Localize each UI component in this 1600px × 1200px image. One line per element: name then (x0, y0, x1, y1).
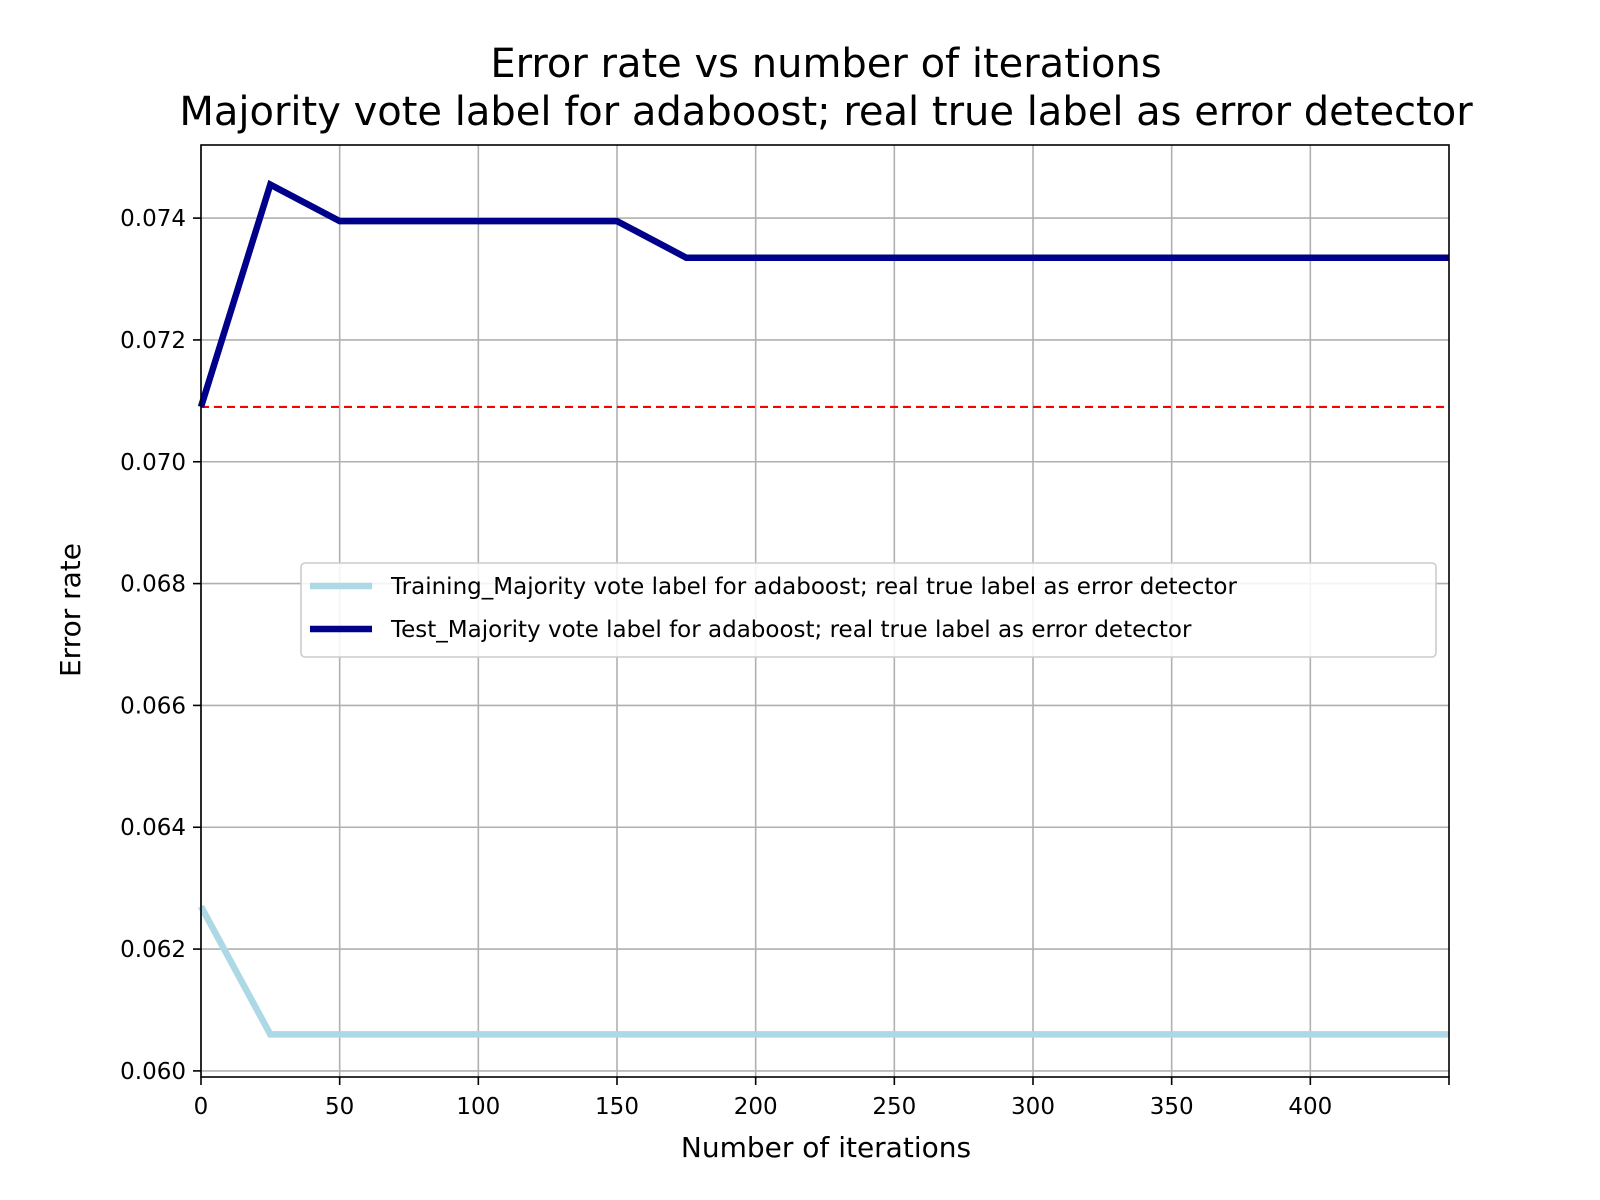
y-axis-label: Error rate (54, 543, 87, 677)
legend-label-1: Test_Majority vote label for adaboost; r… (390, 617, 1192, 643)
x-tick-label-0: 0 (194, 1094, 209, 1120)
y-axis-ticks: 0.060 0.062 0.064 0.066 0.068 0.070 0.072 0.074 (120, 206, 201, 1085)
chart-title-line-2: Majority vote label for adaboost; real t… (179, 89, 1473, 135)
legend-box (300, 562, 1437, 658)
legend: Training_Majority vote label for adaboos… (300, 562, 1437, 658)
x-axis-label: Number of iterations (681, 1131, 971, 1164)
x-tick-label-2: 100 (456, 1094, 500, 1120)
x-tick-label-1: 50 (325, 1094, 354, 1120)
y-tick-label-3: 0.066 (120, 693, 186, 719)
series-line-1 (197, 179, 1449, 408)
x-tick-label-3: 150 (595, 1094, 639, 1120)
x-tick-label-7: 350 (1150, 1094, 1194, 1120)
chart-title-line-1: Error rate vs number of iterations (490, 41, 1161, 87)
y-tick-label-2: 0.064 (120, 815, 186, 841)
x-axis-ticks: 0 50 100 150 200 250 300 350 400 (194, 1077, 1450, 1120)
y-tick-label-7: 0.074 (120, 206, 186, 232)
y-tick-label-1: 0.062 (120, 937, 186, 963)
x-tick-label-8: 400 (1288, 1094, 1332, 1120)
legend-label-0: Training_Majority vote label for adaboos… (390, 574, 1237, 600)
x-tick-label-4: 200 (734, 1094, 778, 1120)
chart-title: Error rate vs number of iterations Major… (179, 41, 1473, 135)
series-group (197, 179, 1449, 1038)
y-tick-label-5: 0.070 (120, 450, 186, 476)
y-tick-label-4: 0.068 (120, 572, 186, 598)
y-tick-label-6: 0.072 (120, 328, 186, 354)
y-tick-label-0: 0.060 (120, 1059, 186, 1085)
x-tick-label-5: 250 (872, 1094, 916, 1120)
plot-frame (200, 144, 1450, 1078)
x-tick-label-6: 300 (1011, 1094, 1055, 1120)
series-line-0 (198, 904, 1449, 1038)
